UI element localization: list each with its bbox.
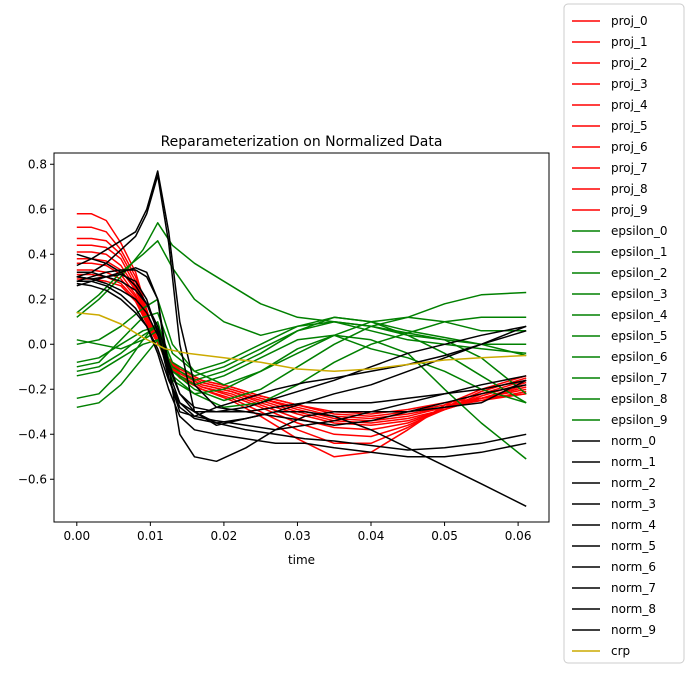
legend-label-proj_2: proj_2 <box>611 56 648 70</box>
legend: proj_0 proj_1 proj_2 proj_3 proj_4 proj_5proj… <box>563 3 685 664</box>
legend-label-norm_1: norm_1 <box>611 455 656 469</box>
series-line-norm_5 <box>76 271 527 451</box>
legend-label-crp: crp <box>611 644 630 658</box>
legend-label-proj_6: proj_6 <box>611 140 648 154</box>
series-line-norm_0 <box>76 170 527 413</box>
legend-label-epsilon_8: epsilon_8 <box>611 392 668 406</box>
series-line-epsilon_3 <box>76 298 527 460</box>
legend-label-proj_7: proj_7 <box>611 161 648 175</box>
series-line-norm_6 <box>76 280 527 458</box>
legend-label-epsilon_3: epsilon_3 <box>611 287 668 301</box>
legend-label-proj_8: proj_8 <box>611 182 648 196</box>
series-line-norm_9 <box>76 276 527 427</box>
x-tick-label: 0.03 <box>284 529 311 543</box>
legend-label-proj_5: proj_5 <box>611 119 648 133</box>
legend-label-norm_3: norm_3 <box>611 497 656 511</box>
series-line-epsilon_1 <box>76 222 527 355</box>
y-tick-label: −0.2 <box>18 382 47 396</box>
legend-label-proj_9: proj_9 <box>611 203 648 217</box>
series-line-proj_7 <box>76 269 527 420</box>
legend-label-norm_2: norm_2 <box>611 476 656 490</box>
series-line-proj_1 <box>76 226 527 445</box>
legend-label-proj_4: proj_4 <box>611 98 648 112</box>
y-tick-label: 0.2 <box>28 292 47 306</box>
legend-label-epsilon_4: epsilon_4 <box>611 308 668 322</box>
y-tick-label: 0.4 <box>28 247 47 261</box>
legend-label-epsilon_9: epsilon_9 <box>611 413 668 427</box>
y-tick-label: −0.6 <box>18 472 47 486</box>
legend-label-epsilon_5: epsilon_5 <box>611 329 668 343</box>
y-tick-label: 0.8 <box>28 157 47 171</box>
legend-label-norm_8: norm_8 <box>611 602 656 616</box>
legend-label-norm_5: norm_5 <box>611 539 656 553</box>
plot-series-group <box>76 170 527 507</box>
series-line-proj_0 <box>76 213 527 458</box>
x-tick-label: 0.02 <box>211 529 238 543</box>
legend-label-epsilon_7: epsilon_7 <box>611 371 668 385</box>
legend-label-proj_3: proj_3 <box>611 77 648 91</box>
series-line-norm_4 <box>76 273 527 507</box>
x-axis: 0.00 0.01 0.02 0.03 0.04 0.05 0.06 <box>63 522 531 543</box>
legend-label-norm_4: norm_4 <box>611 518 656 532</box>
legend-label-epsilon_0: epsilon_0 <box>611 224 668 238</box>
legend-label-norm_0: norm_0 <box>611 434 656 448</box>
y-tick-label: −0.4 <box>18 427 47 441</box>
series-line-epsilon_9 <box>76 312 527 373</box>
y-tick-label: 0.0 <box>28 337 47 351</box>
series-line-epsilon_7 <box>76 316 527 409</box>
series-line-epsilon_2 <box>76 291 527 402</box>
x-axis-label: time <box>288 553 315 567</box>
chart-title: Reparameterization on Normalized Data <box>161 134 443 150</box>
series-line-epsilon_5 <box>76 321 527 395</box>
series-line-norm_7 <box>76 282 527 413</box>
legend-label-proj_1: proj_1 <box>611 35 648 49</box>
x-tick-label: 0.04 <box>358 529 385 543</box>
legend-label-proj_0: proj_0 <box>611 14 648 28</box>
legend-label-norm_9: norm_9 <box>611 623 656 637</box>
series-line-norm_8 <box>76 253 527 431</box>
series-line-proj_5 <box>76 258 527 424</box>
series-line-norm_2 <box>76 269 527 463</box>
series-line-crp <box>76 312 527 373</box>
legend-label-epsilon_2: epsilon_2 <box>611 266 668 280</box>
axes-frame <box>53 152 550 523</box>
legend-label-norm_7: norm_7 <box>611 581 656 595</box>
y-axis: −0.6 −0.4 −0.2 0.0 0.2 0.4 0.6 0.8 <box>18 157 54 486</box>
x-tick-label: 0.01 <box>137 529 164 543</box>
legend-label-epsilon_1: epsilon_1 <box>611 245 668 259</box>
series-line-proj_9 <box>76 278 527 415</box>
legend-label-epsilon_6: epsilon_6 <box>611 350 668 364</box>
x-tick-label: 0.05 <box>431 529 458 543</box>
x-tick-label: 0.00 <box>63 529 90 543</box>
series-line-epsilon_6 <box>76 316 527 404</box>
legend-label-norm_6: norm_6 <box>611 560 656 574</box>
x-tick-label: 0.06 <box>505 529 532 543</box>
y-tick-label: 0.6 <box>28 202 47 216</box>
